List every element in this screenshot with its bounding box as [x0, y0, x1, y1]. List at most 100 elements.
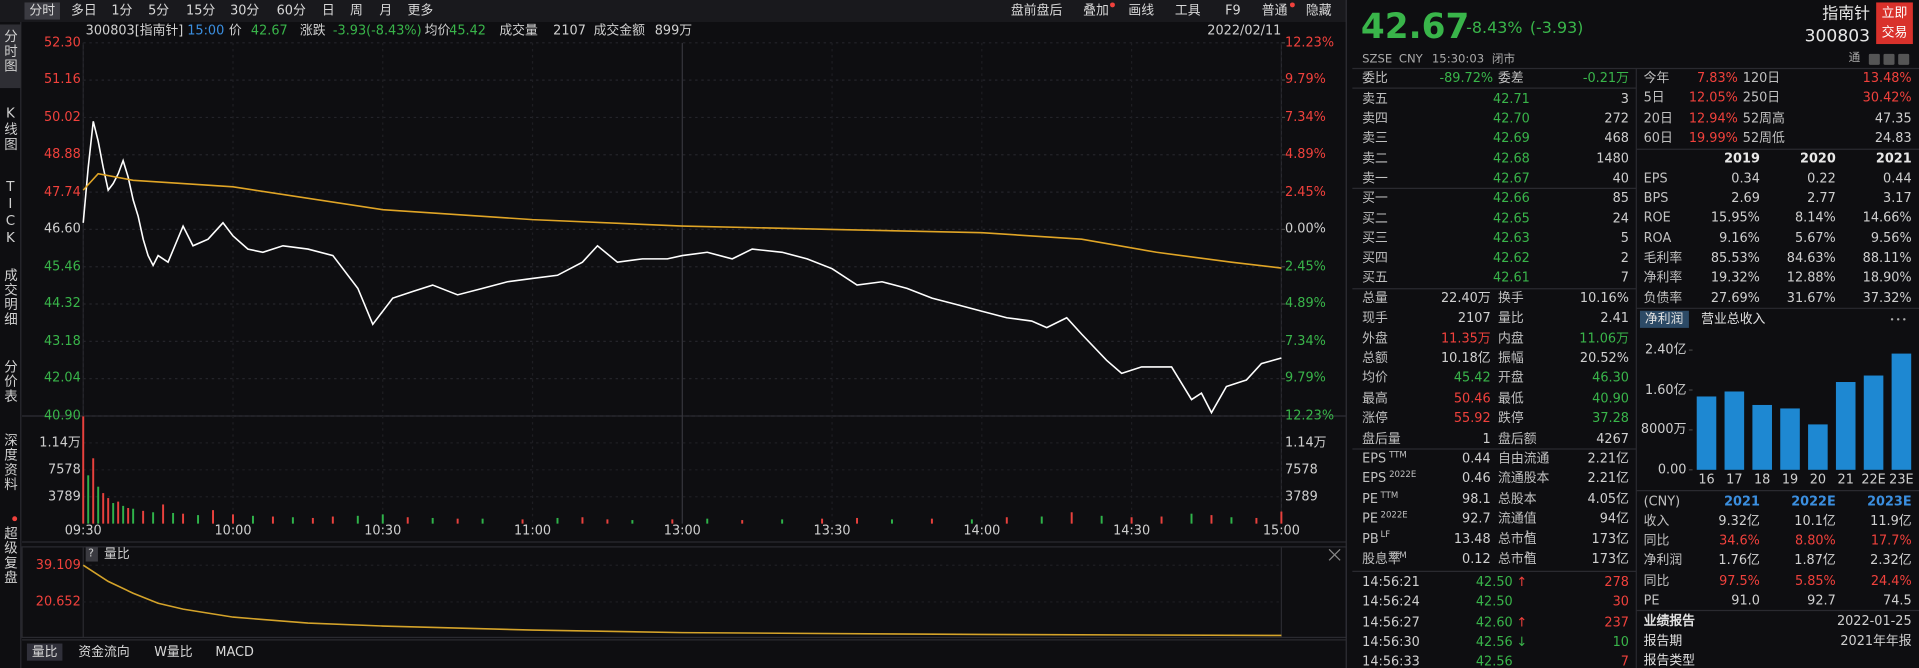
y2-tick-label: 7.34% [1285, 109, 1326, 125]
sidebar-tab[interactable]: 分时图 [2, 29, 19, 74]
chart-tab[interactable]: 净利润 [1639, 310, 1689, 329]
chart-tab[interactable]: 营业总收入 [1701, 311, 1766, 327]
book-volume: 272 [1604, 111, 1629, 127]
fin-value: 2.77 [1807, 190, 1836, 206]
trade-button-text[interactable]: 立即 [1881, 5, 1908, 21]
y-tick-label: 45.46 [43, 259, 81, 274]
earnings-bar [1780, 408, 1800, 470]
volume-bar [291, 517, 294, 524]
bottom-tab[interactable]: MACD [215, 644, 254, 660]
y2-tick-label: 7.34% [1285, 333, 1326, 349]
sidebar-tab[interactable]: TICK [2, 178, 19, 248]
x-tick-label: 13:30 [813, 523, 851, 539]
toolbar-tool[interactable]: 叠加 [1083, 3, 1109, 19]
toolbar-tab[interactable]: 5分 [148, 3, 170, 19]
bottom-tab[interactable]: 量比 [26, 643, 63, 661]
more-icon [1903, 318, 1906, 321]
info-avg: 45.42 [449, 22, 486, 38]
x-tick-label: 14:30 [1113, 523, 1151, 539]
field-value: 13.48 [1453, 531, 1491, 547]
forecast-label: PE [1643, 593, 1660, 608]
toolbar-tab[interactable]: 更多 [407, 3, 434, 19]
trade-time: 14:56:21 [1362, 574, 1420, 590]
toolbar-tool[interactable]: 普通 [1261, 3, 1288, 19]
field-label: EPS [1362, 471, 1387, 487]
y-tick-label: 43.18 [43, 333, 81, 349]
trade-price: 42.50 [1475, 574, 1513, 590]
toolbar-tab[interactable]: 30分 [230, 3, 260, 19]
book-price: 42.61 [1493, 270, 1530, 286]
forecast-year: 2023E [1867, 493, 1912, 509]
toolbar-tab[interactable]: 周 [350, 3, 363, 19]
sidebar-active [0, 24, 21, 89]
close-icon[interactable] [1328, 548, 1341, 561]
help-icon[interactable]: ? [88, 547, 94, 560]
volume-bar [1070, 512, 1073, 524]
volume-bar [127, 508, 130, 524]
earnings-category: 18 [1754, 471, 1771, 487]
quote-meta: SZSE [1362, 52, 1393, 67]
volume-bar [1005, 517, 1008, 524]
fin-value: 84.63% [1786, 250, 1836, 266]
bottom-tab[interactable]: W量比 [154, 644, 193, 660]
x-tick-label: 11:00 [514, 523, 552, 539]
field-value: -0.21万 [1582, 70, 1629, 86]
sidebar-tab[interactable]: 深度资料 [2, 433, 19, 492]
more-icon [1890, 318, 1894, 321]
toolbar-tab[interactable]: 日 [321, 3, 335, 19]
toolbar-tool[interactable]: 画线 [1128, 3, 1155, 19]
toolbar-tab[interactable]: 分时 [24, 2, 60, 20]
toolbar-tab[interactable]: 1分 [111, 3, 133, 19]
y-tick-label: 47.74 [43, 184, 81, 200]
book-label: 卖五 [1362, 91, 1388, 107]
field-label: 5日 [1643, 90, 1665, 106]
volume-bar [142, 510, 145, 524]
trade-button-text[interactable]: 交易 [1881, 25, 1908, 41]
field-label: 委比 [1362, 70, 1388, 86]
info-amount-label: 成交金额 [593, 22, 645, 38]
help-box [85, 546, 98, 562]
x-tick-label: 14:00 [963, 523, 1001, 539]
volume-bar [117, 501, 120, 524]
tong-icon: 通 [1848, 51, 1861, 66]
y2-tick-label: 2.45% [1285, 184, 1326, 200]
toolbar-tool[interactable]: 隐藏 [1305, 3, 1332, 19]
volume-bar [606, 519, 609, 524]
toolbar-tool[interactable]: 盘前盘后 [1010, 3, 1063, 19]
earnings-bar [1863, 375, 1884, 470]
sidebar-tab[interactable]: 超级复盘 [2, 526, 19, 585]
volume-bar [781, 519, 784, 524]
field-label: 总市值 [1497, 551, 1537, 567]
fin-label: 净利率 [1643, 270, 1683, 286]
field-label: 最低 [1497, 391, 1524, 406]
fin-value: 0.22 [1807, 170, 1836, 186]
trade-price: 42.56 [1475, 654, 1513, 668]
sidebar-tab[interactable]: 成交明细 [2, 267, 19, 327]
info-change-label: 涨跌 [299, 22, 326, 38]
field-value: 55.92 [1453, 411, 1491, 426]
quote-meta: 闭市 [1491, 52, 1516, 67]
last-price: 42.67 [1360, 6, 1470, 47]
toolbar-tool[interactable]: 工具 [1174, 3, 1201, 19]
forecast-value: 24.4% [1870, 573, 1912, 589]
toolbar-tab[interactable]: 多日 [70, 3, 97, 19]
book-price: 42.69 [1493, 131, 1530, 147]
y2-tick-label: 9.79% [1285, 72, 1326, 88]
toolbar-tab[interactable]: 15分 [186, 3, 216, 19]
volume-bar [152, 512, 155, 524]
toolbar-tab[interactable]: 月 [379, 3, 393, 19]
toolbar-tab[interactable]: 60分 [276, 3, 306, 19]
sidebar-tab[interactable]: K线图 [2, 105, 19, 152]
book-price: 42.65 [1493, 211, 1530, 226]
sidebar-tab[interactable]: 分价表 [2, 359, 19, 404]
toolbar-tool[interactable]: F9 [1225, 3, 1241, 19]
book-volume: 85 [1612, 191, 1629, 206]
volume-bar [1230, 517, 1233, 524]
earnings-bar [1808, 424, 1828, 470]
field-label: 委差 [1497, 70, 1524, 86]
book-price: 42.62 [1493, 250, 1530, 266]
trade-arrow: ↑ [1516, 614, 1528, 630]
trade-button[interactable] [1876, 2, 1913, 45]
bottom-tab[interactable]: 资金流向 [78, 644, 130, 660]
info-volume: 2107 [553, 22, 586, 38]
